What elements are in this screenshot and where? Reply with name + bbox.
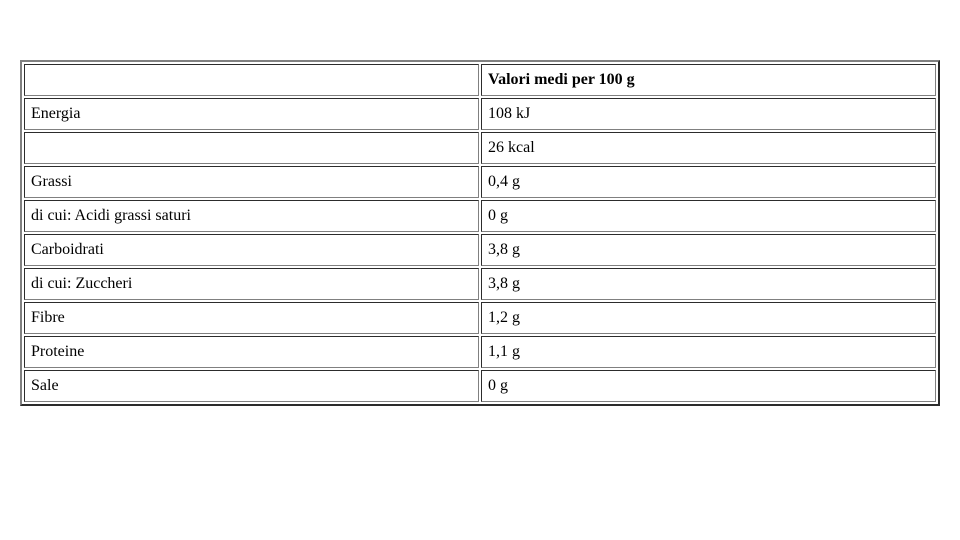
- row-value: 0 g: [481, 370, 936, 402]
- table-row: di cui: Zuccheri 3,8 g: [24, 268, 936, 300]
- row-value: 1,1 g: [481, 336, 936, 368]
- row-label: Proteine: [24, 336, 479, 368]
- row-label: di cui: Zuccheri: [24, 268, 479, 300]
- row-label: Grassi: [24, 166, 479, 198]
- table-header-row: Valori medi per 100 g: [24, 64, 936, 96]
- table-row: Grassi 0,4 g: [24, 166, 936, 198]
- row-label: [24, 132, 479, 164]
- header-cell-value: Valori medi per 100 g: [481, 64, 936, 96]
- nutrition-table: Valori medi per 100 g Energia 108 kJ 26 …: [20, 60, 940, 406]
- row-value: 3,8 g: [481, 268, 936, 300]
- table-row: 26 kcal: [24, 132, 936, 164]
- row-label: Fibre: [24, 302, 479, 334]
- row-value: 3,8 g: [481, 234, 936, 266]
- row-label: Energia: [24, 98, 479, 130]
- table-row: Carboidrati 3,8 g: [24, 234, 936, 266]
- table-row: Proteine 1,1 g: [24, 336, 936, 368]
- row-value: 26 kcal: [481, 132, 936, 164]
- table-row: Fibre 1,2 g: [24, 302, 936, 334]
- row-value: 0,4 g: [481, 166, 936, 198]
- nutrition-table-container: Valori medi per 100 g Energia 108 kJ 26 …: [0, 0, 960, 406]
- row-label: Sale: [24, 370, 479, 402]
- row-label: Carboidrati: [24, 234, 479, 266]
- row-label: di cui: Acidi grassi saturi: [24, 200, 479, 232]
- row-value: 1,2 g: [481, 302, 936, 334]
- table-row: Sale 0 g: [24, 370, 936, 402]
- table-row: di cui: Acidi grassi saturi 0 g: [24, 200, 936, 232]
- table-row: Energia 108 kJ: [24, 98, 936, 130]
- row-value: 0 g: [481, 200, 936, 232]
- header-cell-empty: [24, 64, 479, 96]
- row-value: 108 kJ: [481, 98, 936, 130]
